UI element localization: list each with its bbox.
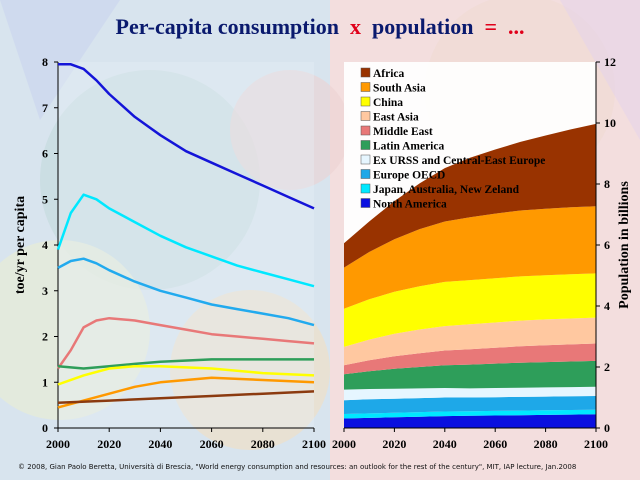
area-east-asia (344, 317, 596, 366)
right-x-tick-label: 2000 (332, 437, 356, 451)
legend-swatch-ex-urss-and-central-east-europe (360, 154, 371, 165)
legend-swatch-middle-east (360, 125, 371, 136)
legend-swatch-south-asia (360, 82, 371, 92)
legend-label-middle-east: Middle East (373, 126, 433, 138)
title-part2: population (371, 14, 474, 39)
area-china (344, 273, 596, 347)
right-y-tick-label: 0 (604, 421, 610, 435)
left-x-tick-label: 2000 (46, 437, 70, 451)
legend-label-ex-urss-and-central-east-europe: Ex URSS and Central-East Europe (373, 155, 545, 167)
left-y-tick-label: 3 (42, 284, 48, 298)
line-china (57, 364, 315, 386)
right-x-tick-label: 2060 (483, 437, 507, 451)
legend-label-south-asia: South Asia (373, 83, 426, 95)
left-y-tick-label: 8 (42, 55, 48, 69)
legend-label-north-america: North America (373, 199, 447, 211)
right-y-tick-label: 6 (604, 238, 610, 252)
left-x-tick-label: 2060 (200, 437, 224, 451)
line-japan-australia-new-zeland (56, 193, 315, 288)
line-europe-oecd (57, 257, 315, 327)
left-x-tick-label: 2020 (97, 437, 121, 451)
legend-label-europe-oecd: Europe OECD (373, 170, 445, 182)
legend-swatch-china (360, 96, 371, 107)
right-y-tick-label: 12 (604, 55, 616, 69)
right-y-axis-label: Population in billions (617, 181, 632, 309)
legend-swatch-europe-oecd (360, 169, 371, 179)
right-x-tick-label: 2080 (534, 437, 558, 451)
area-europe-oecd (344, 396, 596, 414)
legend-swatch-north-america (360, 198, 371, 208)
left-y-tick-label: 4 (42, 238, 48, 252)
right-y-tick-label: 2 (604, 360, 610, 374)
line-middle-east (56, 316, 315, 370)
legend-swatch-latin-america (360, 140, 371, 150)
right-y-tick-label: 4 (604, 299, 610, 313)
line-latin-america (57, 358, 314, 370)
title-operator-equals: = (484, 14, 497, 39)
footer-copyright: © 2008, Gian Paolo Beretta, Università d… (18, 463, 577, 471)
left-x-tick-label: 2080 (251, 437, 275, 451)
left-y-tick-label: 5 (42, 192, 48, 206)
area-latin-america (344, 360, 596, 390)
legend-swatch-east-asia (360, 111, 371, 121)
left-y-tick-label: 6 (42, 147, 48, 161)
line-south-asia (57, 376, 315, 409)
area-africa (344, 123, 596, 268)
area-south-asia (344, 206, 596, 309)
line-north-america (58, 63, 315, 210)
legend-label-africa: Africa (373, 68, 405, 80)
left-x-tick-label: 2040 (148, 437, 172, 451)
legend-label-japan-australia-new-zeland: Japan, Australia, New Zeland (373, 184, 520, 196)
left-x-tick-label: 2100 (302, 437, 326, 451)
area-ex-urss-and-central-east-europe (344, 386, 596, 401)
title-part1: Per-capita consumption (115, 14, 339, 39)
left-y-axis-label: toe/yr per capita (13, 196, 28, 294)
area-middle-east (344, 343, 596, 375)
legend-label-east-asia: East Asia (373, 112, 419, 124)
area-japan-australia-new-zeland (344, 409, 596, 419)
left-y-tick-label: 2 (42, 330, 48, 344)
title-operator-times: x (349, 14, 361, 39)
right-chart-population: 0 2 4 6 8 10 12 2000 2020 2040 2060 2080 2100 Populat… (332, 55, 632, 451)
left-y-tick-label: 7 (42, 101, 48, 115)
legend-label-latin-america: Latin America (373, 141, 444, 153)
right-y-tick-label: 8 (604, 177, 610, 191)
left-y-tick-label: 0 (42, 421, 48, 435)
title-ellipsis: ... (508, 14, 525, 39)
legend-label-china: China (373, 97, 403, 109)
area-north-america (344, 414, 596, 428)
legend-swatch-japan-australia-new-zeland (360, 183, 371, 194)
line-africa (57, 390, 315, 405)
right-x-tick-label: 2100 (584, 437, 608, 451)
page-title: Per-capita consumption x population = ..… (0, 14, 640, 40)
right-y-tick-label: 10 (604, 116, 616, 130)
right-x-tick-label: 2020 (382, 437, 406, 451)
legend-swatch-africa (360, 67, 371, 78)
left-y-tick-label: 1 (42, 375, 48, 389)
left-chart-percapita: 0 1 2 3 4 5 6 7 8 2000 2020 2040 2060 2080 2100 toe/yr … (13, 55, 326, 451)
right-x-tick-label: 2040 (433, 437, 457, 451)
